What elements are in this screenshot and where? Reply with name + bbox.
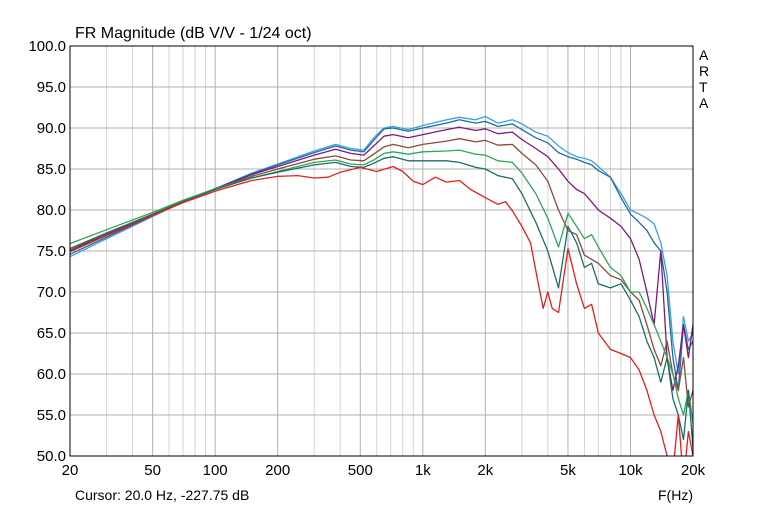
cursor-readout: Cursor: 20.0 Hz, -227.75 dB: [75, 487, 249, 503]
x-axis-label: F(Hz): [658, 487, 693, 503]
side-label: A R T A: [699, 47, 709, 111]
x-tick-label: 50: [144, 462, 161, 479]
x-tick-label: 500: [348, 462, 373, 479]
y-tick-label: 95.0: [37, 79, 66, 96]
x-tick-label: 20: [62, 462, 79, 479]
y-tick-label: 60.0: [37, 366, 66, 383]
plot-frame: [69, 45, 694, 457]
grid: [70, 46, 693, 456]
side-letter: T: [699, 79, 708, 95]
y-tick-label: 55.0: [37, 407, 66, 424]
y-tick-label: 85.0: [37, 161, 66, 178]
x-tick-label: 10k: [618, 462, 643, 479]
y-tick-label: 70.0: [37, 284, 66, 301]
series-line: [70, 126, 693, 392]
y-tick-label: 75.0: [37, 243, 66, 260]
series-line: [70, 138, 693, 408]
chart-title: FR Magnitude (dB V/V - 1/24 oct): [75, 25, 312, 42]
x-tick-label: 2k: [477, 462, 493, 479]
series-line: [70, 119, 693, 392]
x-tick-label: 5k: [560, 462, 576, 479]
x-tick-label: 1k: [415, 462, 431, 479]
x-tick-label: 200: [265, 462, 290, 479]
side-letter: R: [699, 63, 709, 79]
y-tick-label: 65.0: [37, 325, 66, 342]
y-tick-labels: 100.0 95.0 90.0 85.0 80.0 75.0 70.0 65.0 60.0 55.…: [28, 38, 66, 465]
y-tick-label: 90.0: [37, 120, 66, 137]
y-tick-label: 80.0: [37, 202, 66, 219]
x-tick-label: 20k: [681, 462, 706, 479]
side-letter: A: [699, 47, 709, 63]
x-tick-labels: 20 50 100 200 500 1k 2k 5k 10k 20k: [62, 462, 706, 479]
series-line: [70, 115, 693, 375]
side-letter: A: [699, 95, 709, 111]
y-tick-label: 50.0: [37, 448, 66, 465]
series-line: [70, 156, 693, 448]
y-tick-label: 100.0: [28, 38, 66, 55]
series-line: [70, 165, 693, 456]
curves: [70, 115, 693, 456]
series-line: [70, 149, 693, 424]
x-tick-label: 100: [203, 462, 228, 479]
